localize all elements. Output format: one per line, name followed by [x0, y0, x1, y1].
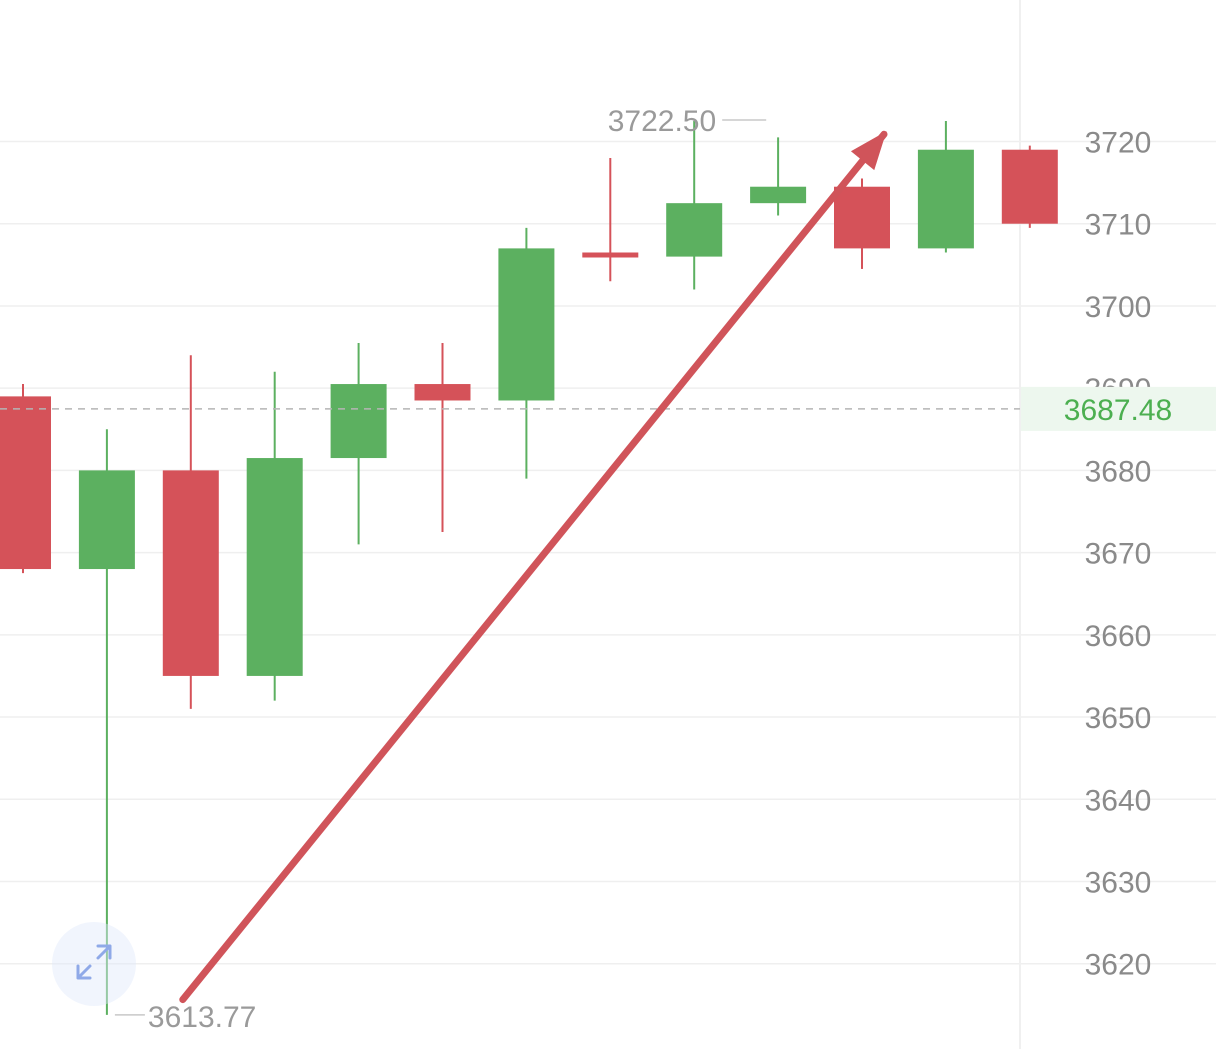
candle-body — [0, 396, 51, 570]
y-tick-label: 3720 — [1085, 127, 1152, 160]
y-tick-label: 3620 — [1085, 949, 1152, 982]
low-marker-label: 3613.77 — [148, 1001, 256, 1034]
candle-body — [246, 458, 303, 676]
candle-body — [498, 248, 555, 401]
candle-8 — [582, 157, 639, 282]
candle-3 — [162, 355, 219, 709]
high-marker-label: 3722.50 — [608, 105, 716, 138]
candle-body — [834, 186, 890, 249]
candle-10 — [750, 137, 807, 216]
candle-6 — [414, 342, 471, 533]
candle-body — [917, 149, 974, 249]
current-price-tag: 3687.48 — [1021, 386, 1216, 431]
candle-7 — [498, 227, 555, 479]
candle-11 — [834, 178, 890, 269]
y-tick-label: 3700 — [1085, 291, 1152, 324]
candle-4 — [246, 371, 303, 701]
trend-arrow-annotation — [179, 130, 888, 1004]
candle-5 — [330, 342, 387, 545]
current-price-label: 3687.48 — [1064, 394, 1172, 427]
candle-body — [78, 470, 135, 570]
expand-chart-button[interactable] — [52, 922, 136, 1006]
y-tick-label: 3630 — [1085, 866, 1152, 899]
y-tick-label: 3650 — [1085, 702, 1152, 735]
trend-arrow-shaft — [179, 130, 888, 1004]
candle-13 — [1001, 145, 1058, 228]
y-tick-label: 3680 — [1085, 455, 1152, 488]
trend-arrow-head — [850, 131, 887, 171]
extreme-markers: 3722.50 3613.77 — [114, 105, 767, 1034]
y-tick-label: 3640 — [1085, 784, 1152, 817]
candle-12 — [917, 120, 974, 253]
candle-1 — [0, 384, 51, 574]
candle-body — [162, 470, 219, 676]
current-price-tag-background — [1021, 386, 1216, 431]
candles — [0, 120, 1058, 1015]
price-axis: 3620363036403650366036703680369037003710… — [1085, 127, 1152, 982]
y-tick-label: 3670 — [1085, 538, 1152, 571]
y-tick-label: 3660 — [1085, 620, 1152, 653]
expand-arrows-icon — [76, 944, 112, 980]
candle-body — [330, 384, 387, 459]
candle-9 — [666, 120, 723, 290]
candle-body — [750, 186, 807, 204]
candle-body — [582, 252, 639, 258]
candle-body — [414, 384, 471, 401]
candle-body — [1001, 149, 1058, 224]
y-tick-label: 3710 — [1085, 209, 1152, 242]
candle-body — [666, 203, 723, 257]
candle-2 — [78, 429, 135, 1015]
